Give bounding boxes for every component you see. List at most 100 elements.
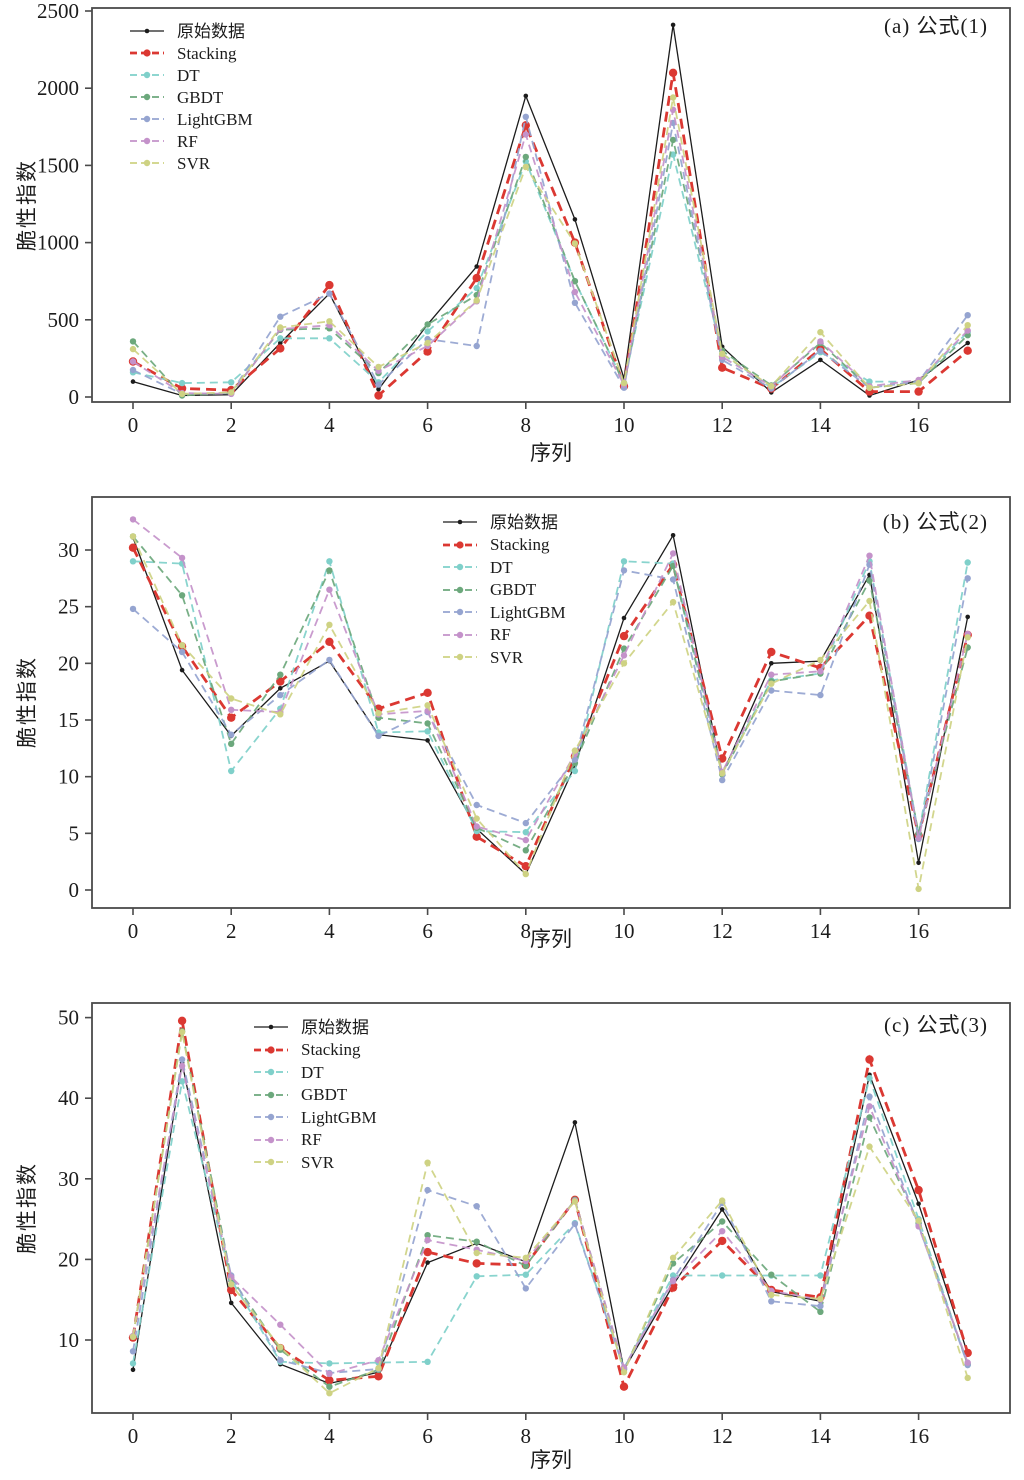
series-marker-SVR	[228, 695, 235, 702]
legend-label-DT: DT	[177, 65, 200, 85]
series-marker-LightGBM	[129, 366, 137, 374]
legend-label-GBDT: GBDT	[177, 87, 224, 107]
series-marker-DT	[866, 1074, 873, 1082]
series-marker-LightGBM	[375, 732, 382, 740]
series-line-LightGBM	[132, 561, 969, 840]
series-marker-DT	[522, 1271, 529, 1278]
y-tick-label: 2000	[37, 76, 79, 100]
series-marker-RF	[866, 1103, 873, 1110]
y-tick-label: 0	[69, 878, 80, 902]
series-marker-Stacking	[128, 543, 138, 552]
series-marker-LightGBM	[178, 648, 186, 656]
series-marker-RF	[424, 1236, 431, 1244]
legend-marker-DT	[254, 1068, 288, 1076]
series-marker-LightGBM	[571, 299, 579, 306]
series-marker-原始数据	[523, 93, 529, 99]
series-marker-SVR	[620, 660, 628, 667]
legend-marker-GBDT	[443, 586, 477, 593]
legend-label-SVR: SVR	[177, 153, 211, 173]
legend-label-Stacking: Stacking	[177, 43, 237, 63]
legend-label-GBDT: GBDT	[490, 580, 537, 599]
series-marker-GBDT	[522, 153, 529, 161]
series-marker-LightGBM	[719, 776, 726, 784]
series-line-DT	[132, 154, 969, 389]
legend-item-原始数据: 原始数据	[129, 20, 253, 42]
series-marker-RF	[768, 671, 775, 678]
legend-item-SVR: SVR	[253, 1151, 377, 1174]
series-marker-RF	[129, 516, 137, 523]
series-marker-Stacking	[718, 363, 727, 372]
series-marker-Stacking	[325, 637, 334, 646]
legend-item-RF: RF	[442, 623, 566, 646]
legend-marker-RF	[130, 137, 164, 145]
y-tick-label: 10	[58, 1328, 79, 1352]
legend-marker-Stacking	[254, 1045, 288, 1054]
legend-label-Stacking: Stacking	[490, 535, 550, 554]
series-marker-Stacking	[325, 1376, 334, 1385]
y-axis-label-b: 脆性指数	[15, 656, 39, 748]
series-marker-SVR	[326, 621, 333, 628]
series-marker-原始数据	[425, 738, 430, 743]
series-marker-SVR	[129, 1333, 137, 1340]
series-marker-GBDT	[669, 1260, 677, 1267]
series-marker-GBDT	[228, 740, 235, 747]
series-marker-SVR	[669, 598, 677, 606]
x-tick-label: 2	[226, 919, 237, 943]
series-marker-Stacking	[177, 1016, 187, 1025]
legend-marker-DT	[130, 71, 164, 79]
series-line-GBDT	[132, 535, 969, 852]
series-marker-LightGBM	[473, 342, 480, 350]
series-marker-LightGBM	[129, 1348, 137, 1355]
x-tick-label: 4	[324, 413, 335, 437]
series-marker-Stacking	[668, 1283, 678, 1292]
legend-item-LightGBM: LightGBM	[129, 108, 253, 130]
axes-frame	[91, 1002, 1011, 1414]
legend-item-GBDT: GBDT	[442, 578, 566, 601]
x-tick-label: 4	[324, 1424, 335, 1448]
legend-marker-原始数据	[254, 1024, 288, 1030]
panel-title-a: (a) 公式(1)	[883, 14, 988, 38]
series-marker-SVR	[178, 642, 186, 649]
legend-a: 原始数据 Stacking DT GBDT LightGBM RF SVR	[129, 20, 253, 174]
series-marker-SVR	[522, 1254, 529, 1261]
series-marker-GBDT	[277, 671, 284, 678]
series-marker-Stacking	[619, 1382, 629, 1391]
series-marker-Stacking	[227, 713, 236, 722]
legend-item-Stacking: Stacking	[442, 533, 566, 556]
series-marker-原始数据	[228, 1300, 234, 1306]
series-marker-DT	[424, 328, 431, 335]
legend-item-DT: DT	[442, 556, 566, 579]
series-marker-Stacking	[472, 1259, 481, 1268]
panel-title-c: (c) 公式(3)	[883, 1013, 988, 1037]
series-marker-原始数据	[621, 615, 627, 621]
series-marker-DT	[669, 151, 677, 158]
series-marker-LightGBM	[768, 1298, 775, 1305]
series-line-原始数据	[132, 533, 969, 876]
x-tick-label: 12	[712, 1424, 733, 1448]
series-marker-LightGBM	[277, 313, 284, 320]
series-marker-SVR	[326, 1390, 333, 1397]
series-marker-SVR	[424, 339, 431, 347]
series-marker-RF	[473, 823, 480, 830]
series-marker-LightGBM	[473, 801, 480, 809]
series-marker-原始数据	[670, 22, 676, 28]
series-marker-SVR	[669, 94, 677, 101]
legend-item-DT: DT	[129, 64, 253, 86]
series-marker-Stacking	[374, 1372, 383, 1381]
series-marker-LightGBM	[326, 290, 333, 297]
x-tick-label: 10	[614, 1424, 635, 1448]
legend-label-Stacking: Stacking	[301, 1040, 361, 1059]
series-marker-DT	[326, 335, 333, 342]
x-tick-label: 4	[324, 919, 335, 943]
x-tick-label: 6	[422, 919, 433, 943]
legend-item-RF: RF	[253, 1128, 377, 1151]
x-axis-label-c: 序列	[530, 1448, 572, 1472]
series-marker-DT	[473, 1273, 480, 1280]
series-marker-Stacking	[619, 631, 629, 641]
series-marker-SVR	[375, 363, 382, 371]
series-marker-LightGBM	[571, 756, 579, 763]
series-marker-原始数据	[130, 379, 136, 384]
series-marker-DT	[571, 767, 579, 775]
y-axis-label-a: 脆性指数	[15, 159, 39, 251]
series-marker-LightGBM	[473, 1203, 480, 1210]
